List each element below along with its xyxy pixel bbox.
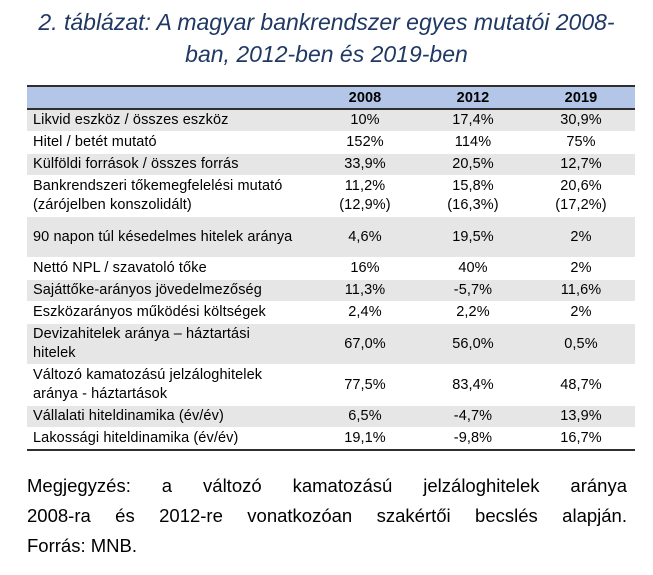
table-row: Devizahitelek aránya – háztartási hitele…: [27, 323, 635, 365]
value-2019-line-2: (17,2%): [555, 197, 607, 213]
table-row: Sajáttőke-arányos jövedelmezőség 11,3% -…: [27, 279, 635, 302]
table-row: Hitel / betét mutató 152% 114% 75%: [27, 131, 635, 154]
row-label-line-2: aránya - háztartások: [33, 386, 168, 402]
row-label: Változó kamatozású jelzáloghitelek arány…: [27, 364, 311, 406]
value-2012-line-2: (16,3%): [447, 197, 499, 213]
row-label: Likvid eszköz / összes eszköz: [27, 109, 311, 132]
value-2012-line-1: 15,8%: [452, 178, 494, 194]
value-2008: 152%: [311, 131, 419, 154]
value-2019: 13,9%: [527, 405, 635, 428]
value-2019: 48,7%: [527, 364, 635, 406]
row-label: Sajáttőke-arányos jövedelmezőség: [27, 279, 311, 302]
value-2008: 11,2% (12,9%): [311, 175, 419, 217]
value-2019: 20,6% (17,2%): [527, 175, 635, 217]
value-2008: 77,5%: [311, 364, 419, 406]
value-2012: 56,0%: [419, 323, 527, 365]
header-2019: 2019: [527, 85, 635, 110]
value-2008: 6,5%: [311, 405, 419, 428]
value-2008: 19,1%: [311, 427, 419, 451]
header-label: [27, 85, 311, 110]
value-2012: 19,5%: [419, 216, 527, 258]
table-header-row: 2008 2012 2019: [27, 85, 635, 110]
table-row: Változó kamatozású jelzáloghitelek arány…: [27, 364, 635, 406]
table-row: Vállalati hiteldinamika (év/év) 6,5% -4,…: [27, 405, 635, 428]
value-2012: 114%: [419, 131, 527, 154]
value-2019-line-1: 20,6%: [560, 178, 602, 194]
value-2019: 30,9%: [527, 109, 635, 132]
value-2012: -9,8%: [419, 427, 527, 451]
value-2012: 40%: [419, 257, 527, 280]
value-2008: 33,9%: [311, 153, 419, 176]
row-label: Nettó NPL / szavatoló tőke: [27, 257, 311, 280]
table-row: Bankrendszeri tőkemegfelelési mutató (zá…: [27, 175, 635, 217]
row-label: Devizahitelek aránya – háztartási hitele…: [27, 323, 311, 365]
row-label-line-2: (zárójelben konszolidált): [33, 197, 192, 213]
table-row: Likvid eszköz / összes eszköz 10% 17,4% …: [27, 109, 635, 132]
value-2008: 11,3%: [311, 279, 419, 302]
value-2008: 4,6%: [311, 216, 419, 258]
header-2012: 2012: [419, 85, 527, 110]
value-2019: 16,7%: [527, 427, 635, 451]
value-2008: 2,4%: [311, 301, 419, 324]
table-row: Lakossági hiteldinamika (év/év) 19,1% -9…: [27, 427, 635, 451]
value-2012: 15,8% (16,3%): [419, 175, 527, 217]
value-2019: 75%: [527, 131, 635, 154]
row-label: 90 napon túl késedelmes hitelek aránya: [27, 216, 311, 258]
table-row: Külföldi források / összes forrás 33,9% …: [27, 153, 635, 176]
value-2008-line-2: (12,9%): [339, 197, 391, 213]
row-label: Vállalati hiteldinamika (év/év): [27, 405, 311, 428]
table-title: 2. táblázat: A magyar bankrendszer egyes…: [0, 6, 653, 70]
note-line-1: Megjegyzés: a változó kamatozású jelzálo…: [27, 475, 627, 496]
value-2012: 17,4%: [419, 109, 527, 132]
header-2008: 2008: [311, 85, 419, 110]
value-2008: 67,0%: [311, 323, 419, 365]
value-2012: 83,4%: [419, 364, 527, 406]
table-title-line-2: ban, 2012-ben és 2019-ben: [185, 41, 468, 67]
value-2019: 2%: [527, 257, 635, 280]
value-2008-line-1: 11,2%: [344, 178, 386, 194]
row-label: Bankrendszeri tőkemegfelelési mutató (zá…: [27, 175, 311, 217]
row-label-line-1: Változó kamatozású jelzáloghitelek: [33, 367, 263, 383]
table-title-line-1: 2. táblázat: A magyar bankrendszer egyes…: [38, 9, 615, 35]
table-row: Nettó NPL / szavatoló tőke 16% 40% 2%: [27, 257, 635, 280]
source-line: Forrás: MNB.: [27, 535, 137, 556]
value-2012: -5,7%: [419, 279, 527, 302]
row-label: Külföldi források / összes forrás: [27, 153, 311, 176]
value-2012: -4,7%: [419, 405, 527, 428]
row-label: Hitel / betét mutató: [27, 131, 311, 154]
note-line-2: 2008-ra és 2012-re vonatkozóan szakértői…: [27, 505, 627, 526]
indicators-table: 2008 2012 2019 Likvid eszköz / összes es…: [27, 85, 635, 451]
row-label: Lakossági hiteldinamika (év/év): [27, 427, 311, 451]
row-label-line-2: hitelek: [33, 345, 76, 361]
table-note: Megjegyzés: a változó kamatozású jelzálo…: [27, 471, 627, 561]
value-2019: 2%: [527, 301, 635, 324]
value-2008: 16%: [311, 257, 419, 280]
table-row: Eszközarányos működési költségek 2,4% 2,…: [27, 301, 635, 324]
value-2012: 20,5%: [419, 153, 527, 176]
value-2012: 2,2%: [419, 301, 527, 324]
row-label: Eszközarányos működési költségek: [27, 301, 311, 324]
value-2008: 10%: [311, 109, 419, 132]
row-label-line-1: Devizahitelek aránya – háztartási: [33, 326, 250, 342]
value-2019: 11,6%: [527, 279, 635, 302]
table-row: 90 napon túl késedelmes hitelek aránya 4…: [27, 216, 635, 258]
value-2019: 12,7%: [527, 153, 635, 176]
value-2019: 2%: [527, 216, 635, 258]
row-label-line-1: Bankrendszeri tőkemegfelelési mutató: [33, 178, 283, 194]
value-2019: 0,5%: [527, 323, 635, 365]
